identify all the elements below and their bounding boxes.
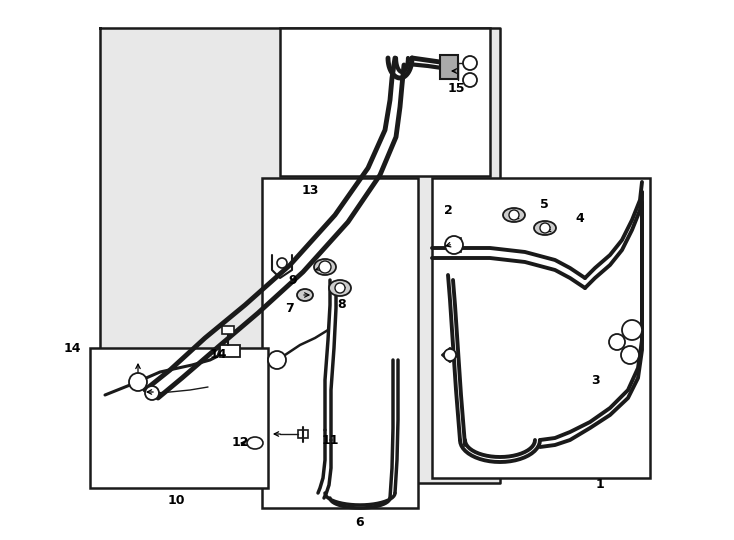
Circle shape bbox=[145, 386, 159, 400]
Bar bbox=[90, 348, 268, 488]
Circle shape bbox=[509, 210, 519, 220]
Text: 3: 3 bbox=[591, 374, 600, 387]
Circle shape bbox=[609, 334, 625, 350]
Bar bbox=[262, 178, 418, 508]
Text: 6: 6 bbox=[356, 516, 364, 529]
Ellipse shape bbox=[297, 289, 313, 301]
Bar bbox=[440, 55, 458, 79]
Text: 11: 11 bbox=[321, 434, 339, 447]
Circle shape bbox=[463, 73, 477, 87]
Bar bbox=[220, 345, 240, 357]
Circle shape bbox=[463, 56, 477, 70]
Text: 10: 10 bbox=[167, 494, 185, 507]
Circle shape bbox=[621, 346, 639, 364]
Circle shape bbox=[335, 283, 345, 293]
Text: 2: 2 bbox=[443, 204, 452, 217]
Ellipse shape bbox=[534, 221, 556, 235]
Circle shape bbox=[319, 261, 331, 273]
Text: 7: 7 bbox=[286, 301, 294, 314]
Bar bbox=[298, 430, 308, 438]
Circle shape bbox=[540, 223, 550, 233]
Text: 1: 1 bbox=[595, 478, 604, 491]
Ellipse shape bbox=[503, 208, 525, 222]
Bar bbox=[432, 178, 650, 478]
Ellipse shape bbox=[247, 437, 263, 449]
Ellipse shape bbox=[314, 259, 336, 275]
Ellipse shape bbox=[329, 280, 351, 296]
Bar bbox=[280, 28, 490, 176]
Text: 9: 9 bbox=[288, 273, 297, 287]
Polygon shape bbox=[100, 28, 500, 483]
Text: 5: 5 bbox=[539, 199, 548, 212]
Bar bbox=[222, 326, 234, 334]
Text: 8: 8 bbox=[338, 299, 346, 312]
Circle shape bbox=[622, 320, 642, 340]
Circle shape bbox=[129, 373, 147, 391]
Text: 15: 15 bbox=[447, 82, 465, 94]
Text: 14: 14 bbox=[209, 348, 227, 361]
Text: 13: 13 bbox=[302, 184, 319, 197]
Circle shape bbox=[277, 258, 287, 268]
Circle shape bbox=[268, 351, 286, 369]
Text: 12: 12 bbox=[231, 435, 249, 449]
Circle shape bbox=[444, 349, 456, 361]
Text: 14: 14 bbox=[63, 341, 81, 354]
Text: 4: 4 bbox=[575, 212, 584, 225]
Circle shape bbox=[445, 236, 463, 254]
Bar bbox=[449, 238, 461, 252]
